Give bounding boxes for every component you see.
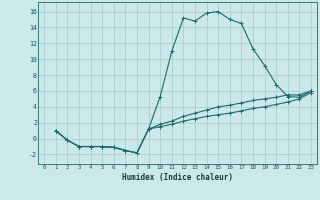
X-axis label: Humidex (Indice chaleur): Humidex (Indice chaleur) (122, 173, 233, 182)
